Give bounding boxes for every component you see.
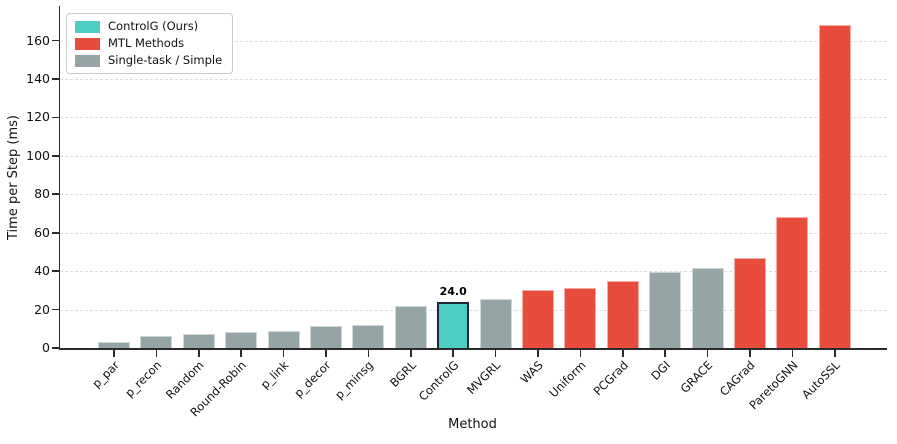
bar-WAS <box>522 289 554 348</box>
x-tick-label-MVGRL: MVGRL <box>464 358 504 397</box>
y-tick-140 <box>52 78 59 80</box>
bar-GRACE <box>691 267 724 348</box>
y-tick-0 <box>52 347 59 349</box>
y-tick-label-80: 80 <box>34 186 50 202</box>
gridline-140 <box>60 79 887 80</box>
y-tick-label-100: 100 <box>26 147 50 163</box>
x-tick-MVGRL <box>494 349 497 357</box>
legend-swatch-mtl <box>75 37 100 50</box>
bar-p_recon <box>140 335 173 348</box>
legend-item-mtl: MTL Methods <box>75 37 222 50</box>
bar-value-annotation-ControlG: 24.0 <box>439 284 467 298</box>
x-tick-label-p_par: p_par <box>89 358 122 391</box>
gridline-60 <box>60 232 887 234</box>
x-tick-DGI <box>664 349 666 357</box>
gridline-100 <box>60 155 887 157</box>
x-tick-PCGrad <box>622 349 624 357</box>
y-tick-60 <box>52 231 59 234</box>
y-axis-label: Time per Step (ms) <box>5 114 21 240</box>
legend-label-controlg: ControlG (Ours) <box>108 19 199 33</box>
x-tick-ControlG <box>452 349 454 357</box>
bar-ControlG <box>437 301 470 348</box>
bar-MVGRL <box>479 299 512 348</box>
bar-p_minsg <box>352 325 385 348</box>
x-tick-label-p_link: p_link <box>257 358 292 392</box>
y-axis-label-wrap: Time per Step (ms) <box>2 6 24 348</box>
bar-AutoSSL <box>818 25 851 348</box>
x-tick-BGRL <box>410 349 412 357</box>
y-tick-100 <box>52 155 59 157</box>
y-tick-label-0: 0 <box>42 340 50 355</box>
bar-Round-Robin <box>225 332 258 348</box>
y-tick-label-20: 20 <box>34 301 50 317</box>
y-tick-label-140: 140 <box>26 71 50 86</box>
x-tick-p_par <box>113 349 115 357</box>
legend-swatch-single <box>75 54 100 67</box>
x-tick-p_link <box>282 349 285 357</box>
bar-p_par <box>98 341 130 348</box>
legend-label-mtl: MTL Methods <box>108 36 185 50</box>
y-tick-120 <box>52 116 59 119</box>
gridline-160 <box>60 40 887 42</box>
x-tick-label-DGI: DGI <box>648 358 674 383</box>
y-tick-label-60: 60 <box>34 224 50 240</box>
y-tick-label-120: 120 <box>26 109 50 125</box>
y-tick-80 <box>52 193 59 196</box>
y-tick-40 <box>52 270 59 272</box>
x-tick-label-GRACE: GRACE <box>677 358 716 396</box>
x-tick-label-PCGrad: PCGrad <box>590 358 631 399</box>
gridline-20 <box>60 309 887 311</box>
x-tick-label-ControlG: ControlG <box>415 358 462 404</box>
legend-item-controlg: ControlG (Ours) <box>75 20 222 33</box>
x-tick-label-p_minsg: p_minsg <box>332 358 377 402</box>
x-tick-CAGrad <box>749 349 751 357</box>
plot-area: ControlG (Ours) MTL Methods Single-task … <box>26 6 887 419</box>
legend-swatch-controlg <box>75 20 100 33</box>
x-tick-label-p_decor: p_decor <box>291 358 334 401</box>
x-tick-p_minsg <box>367 349 370 357</box>
legend-label-single: Single-task / Simple <box>108 53 223 67</box>
bar-ParetoGNN <box>776 217 809 348</box>
bar-DGI <box>649 271 682 348</box>
x-tick-label-AutoSSL: AutoSSL <box>799 358 843 402</box>
legend-item-single: Single-task / Simple <box>75 54 222 67</box>
x-tick-AutoSSL <box>834 349 836 357</box>
x-axis-label: Method <box>448 417 497 432</box>
legend: ControlG (Ours) MTL Methods Single-task … <box>66 13 234 74</box>
x-tick-label-Uniform: Uniform <box>546 358 589 401</box>
x-tick-p_decor <box>325 349 327 357</box>
bar-Random <box>182 333 215 348</box>
bar-p_decor <box>310 326 342 348</box>
bar-p_link <box>267 330 300 348</box>
gridline-80 <box>60 194 887 196</box>
x-tick-GRACE <box>706 349 709 357</box>
x-tick-WAS <box>537 349 539 357</box>
x-tick-Random <box>198 349 200 357</box>
gridline-40 <box>60 271 887 273</box>
bar-PCGrad <box>606 281 639 348</box>
y-tick-160 <box>52 39 59 42</box>
x-tick-label-p_recon: p_recon <box>122 358 165 400</box>
bar-BGRL <box>394 306 427 348</box>
y-tick-20 <box>52 308 59 311</box>
y-tick-label-40: 40 <box>34 263 50 279</box>
x-tick-Round-Robin <box>240 349 242 357</box>
gridline-120 <box>60 117 887 119</box>
bar-CAGrad <box>734 257 766 348</box>
x-tick-p_recon <box>155 349 158 357</box>
x-tick-ParetoGNN <box>791 349 794 357</box>
x-tick-label-WAS: WAS <box>517 358 546 387</box>
x-tick-label-CAGrad: CAGrad <box>717 358 758 399</box>
y-tick-label-160: 160 <box>26 32 50 48</box>
x-tick-Uniform <box>579 349 582 357</box>
x-tick-label-BGRL: BGRL <box>386 358 419 390</box>
bar-Uniform <box>564 287 597 348</box>
